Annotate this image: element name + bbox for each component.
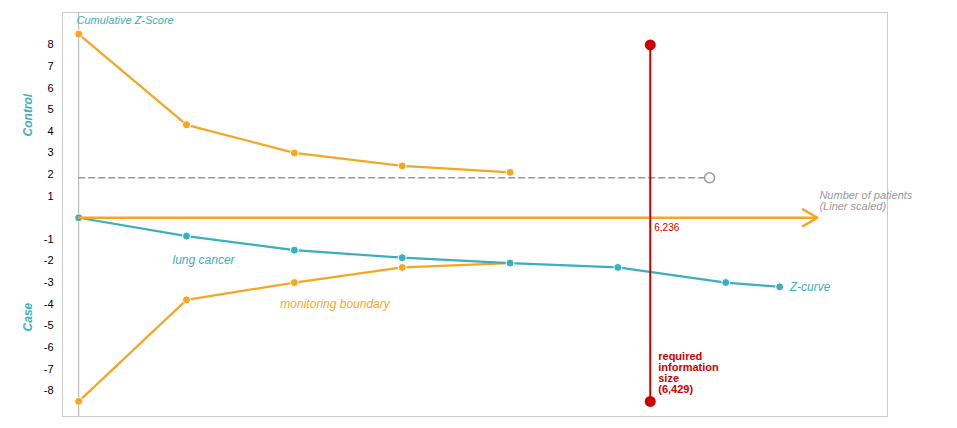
svg-text:lung cancer: lung cancer: [173, 253, 236, 267]
svg-text:Cumulative Z-Score: Cumulative Z-Score: [77, 14, 174, 26]
svg-text:-1: -1: [44, 233, 54, 245]
svg-text:-7: -7: [44, 362, 54, 374]
svg-text:6,236: 6,236: [654, 222, 679, 233]
svg-text:6: 6: [47, 82, 53, 94]
svg-text:Number of patients(Liner scale: Number of patients(Liner scaled): [819, 189, 912, 212]
svg-text:3: 3: [47, 146, 53, 158]
svg-text:-5: -5: [44, 319, 54, 331]
svg-text:Control: Control: [21, 93, 35, 136]
svg-text:Z-curve: Z-curve: [789, 280, 831, 294]
svg-text:8: 8: [47, 38, 53, 50]
svg-text:-8: -8: [44, 384, 54, 396]
svg-text:monitoring boundary: monitoring boundary: [280, 297, 390, 311]
svg-text:2: 2: [47, 168, 53, 180]
svg-text:1: 1: [47, 190, 53, 202]
svg-text:-3: -3: [44, 276, 54, 288]
svg-text:requiredinformationsize(6,429): requiredinformationsize(6,429): [658, 350, 719, 395]
svg-text:-6: -6: [44, 341, 54, 353]
svg-text:-2: -2: [44, 254, 54, 266]
svg-text:5: 5: [47, 103, 53, 115]
svg-text:7: 7: [47, 60, 53, 72]
svg-text:-4: -4: [44, 298, 54, 310]
svg-text:4: 4: [47, 125, 53, 137]
svg-text:Case: Case: [21, 302, 35, 331]
